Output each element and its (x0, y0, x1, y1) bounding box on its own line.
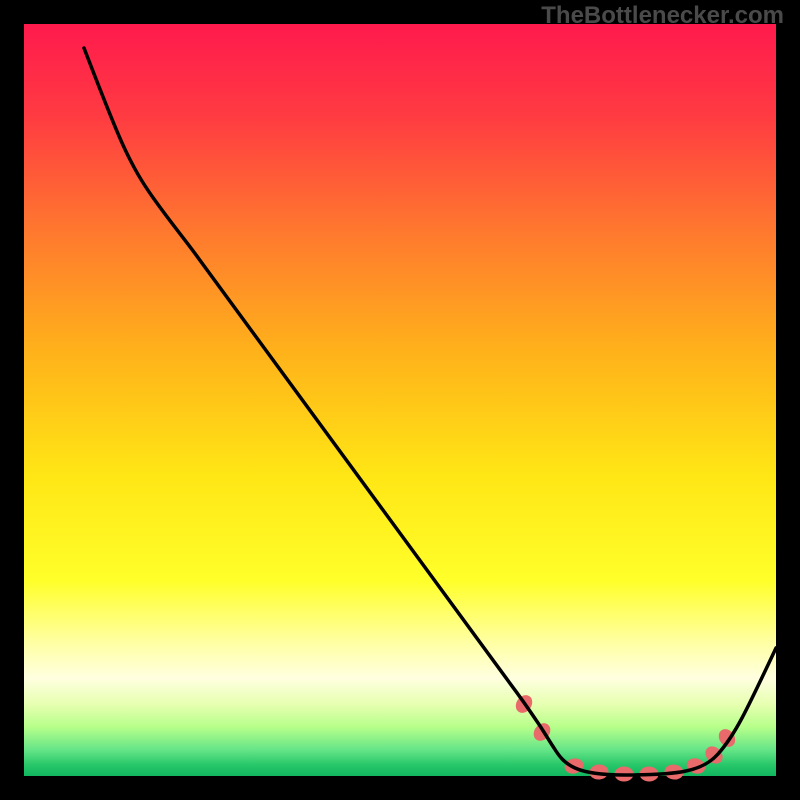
bottleneck-curve (84, 48, 776, 775)
chart-container: TheBottlenecker.com (0, 0, 800, 800)
curve-layer (24, 24, 776, 776)
plot-area (24, 24, 776, 776)
watermark-text: TheBottlenecker.com (541, 2, 784, 30)
